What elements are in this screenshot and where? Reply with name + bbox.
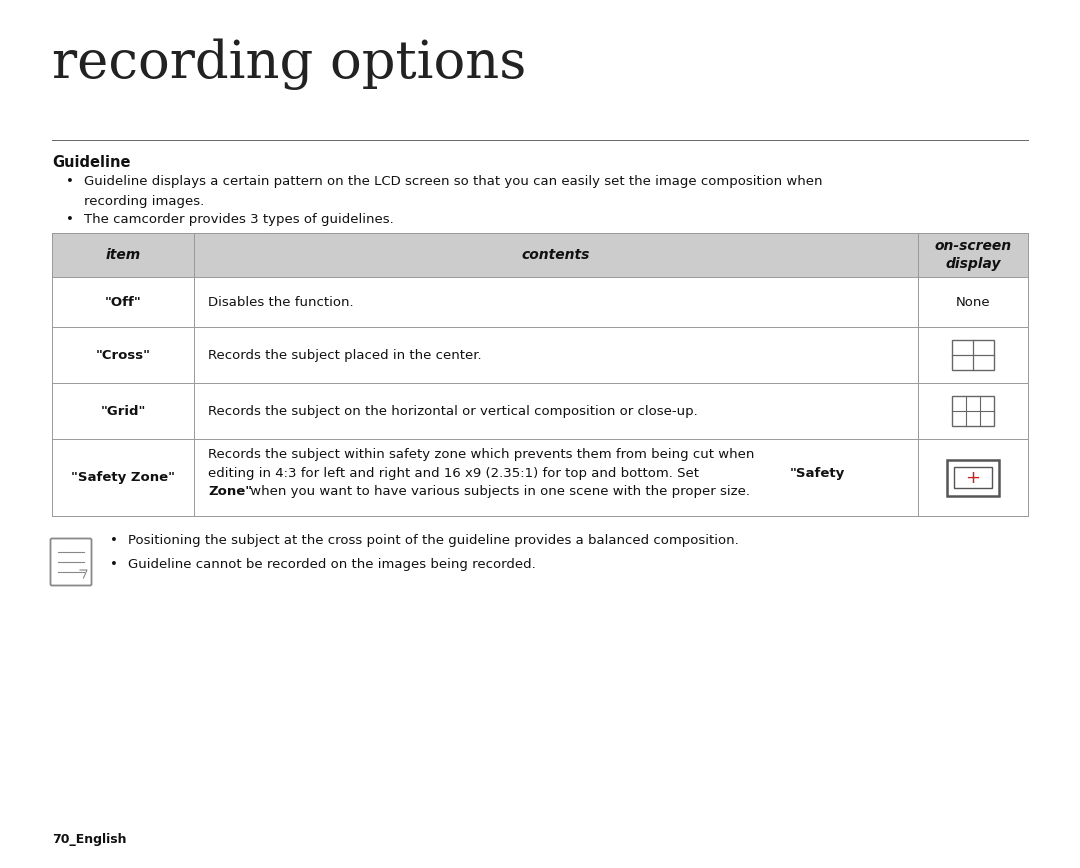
Text: recording options: recording options xyxy=(52,38,526,90)
Text: Records the subject within safety zone which prevents them from being cut when: Records the subject within safety zone w… xyxy=(208,448,754,461)
Text: Zone": Zone" xyxy=(208,485,252,498)
Text: None: None xyxy=(956,295,990,308)
Text: •: • xyxy=(66,175,73,188)
Text: on-screen
display: on-screen display xyxy=(934,239,1012,271)
Text: Guideline cannot be recorded on the images being recorded.: Guideline cannot be recorded on the imag… xyxy=(129,558,536,571)
Bar xyxy=(947,459,999,496)
Text: Records the subject on the horizontal or vertical composition or close-up.: Records the subject on the horizontal or… xyxy=(208,404,698,418)
Text: •: • xyxy=(110,534,118,547)
Text: item: item xyxy=(106,248,140,262)
Text: Disables the function.: Disables the function. xyxy=(208,295,353,308)
Text: editing in 4:3 for left and right and 16 x9 (2.35:1) for top and bottom. Set: editing in 4:3 for left and right and 16… xyxy=(208,466,703,479)
Bar xyxy=(52,233,1028,277)
Text: •: • xyxy=(66,213,73,226)
Text: •: • xyxy=(110,558,118,571)
Text: "Safety Zone": "Safety Zone" xyxy=(71,471,175,484)
Text: +: + xyxy=(966,469,981,486)
Bar xyxy=(955,467,991,489)
Text: "Cross": "Cross" xyxy=(95,348,150,361)
Text: "Off": "Off" xyxy=(105,295,141,308)
Text: The camcorder provides 3 types of guidelines.: The camcorder provides 3 types of guidel… xyxy=(84,213,394,226)
Text: when you want to have various subjects in one scene with the proper size.: when you want to have various subjects i… xyxy=(246,485,750,498)
Text: "Safety: "Safety xyxy=(789,466,845,479)
FancyBboxPatch shape xyxy=(51,538,92,586)
Text: Records the subject placed in the center.: Records the subject placed in the center… xyxy=(208,348,482,361)
Text: 70_English: 70_English xyxy=(52,833,126,846)
Text: Positioning the subject at the cross point of the guideline provides a balanced : Positioning the subject at the cross poi… xyxy=(129,534,739,547)
Text: contents: contents xyxy=(522,248,590,262)
Text: Guideline: Guideline xyxy=(52,155,131,170)
Bar xyxy=(951,340,994,370)
Bar xyxy=(951,396,994,426)
Text: recording images.: recording images. xyxy=(84,195,204,208)
Text: Guideline displays a certain pattern on the LCD screen so that you can easily se: Guideline displays a certain pattern on … xyxy=(84,175,823,188)
Text: "Grid": "Grid" xyxy=(100,404,146,418)
